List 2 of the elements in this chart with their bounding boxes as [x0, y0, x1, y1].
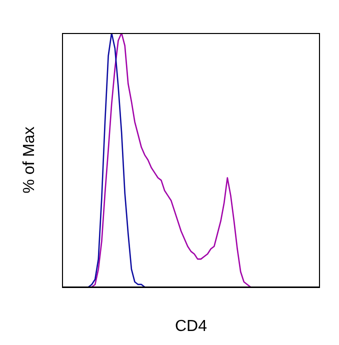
y-axis-title: % of Max	[21, 126, 38, 194]
x-axis-title: CD4	[174, 318, 208, 335]
